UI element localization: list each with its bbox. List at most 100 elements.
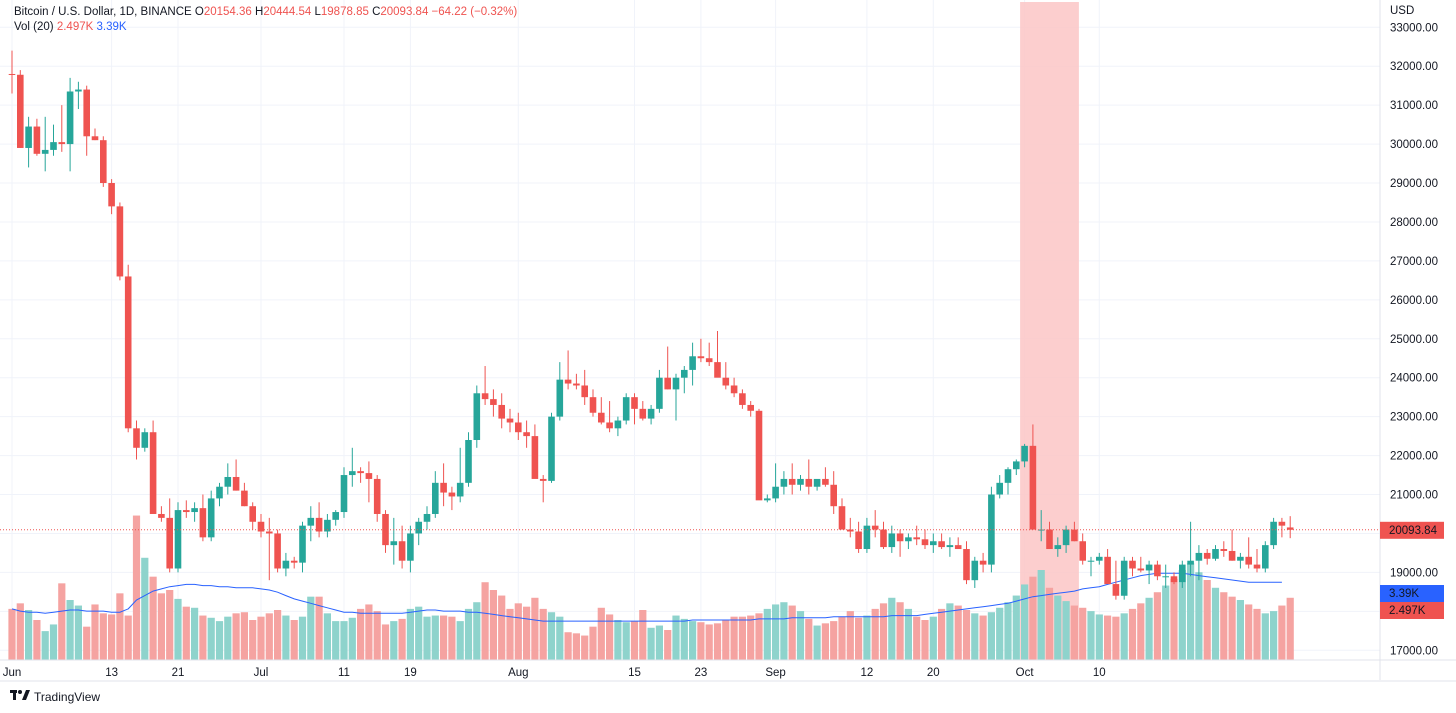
y-tick-label: 30000.00 [1390,139,1438,151]
volume-bar [987,612,995,660]
candle-body [41,149,49,154]
candle-body [1212,549,1219,559]
candle-body [589,397,597,413]
x-tick-label: Jun [3,667,22,679]
volume-bar [1228,596,1236,660]
x-tick-label: 20 [927,667,940,679]
volume-bar [298,616,307,660]
volume-bar [589,626,597,660]
candle-body [598,412,605,423]
volume-bar [913,616,921,660]
y-tick-label: 26000.00 [1390,295,1438,307]
candle-body [83,89,90,137]
volume-bar [1037,570,1045,660]
candle-body [988,494,995,565]
candle-body [75,89,82,92]
candle-body [390,541,398,546]
volume-bar [713,623,722,660]
volume-bar [664,630,672,660]
candle-body [896,533,904,542]
candle-body [448,492,456,497]
volume-bar [423,616,431,660]
candle-body [531,436,539,479]
volume-bar [448,616,456,660]
x-tick-label: 21 [172,667,185,679]
volume-legend: Vol (20) 2.497K 3.39K [14,21,127,33]
candle-body [971,560,979,581]
x-tick-label: Oct [1016,667,1035,679]
volume-bar [680,618,688,660]
volume-bar [149,576,157,660]
candle-body [1203,552,1211,559]
tradingview-logo-icon [10,689,30,704]
tradingview-brand[interactable]: TradingView [10,689,100,704]
high-value: 20444.54 [263,6,312,18]
volume-bar [614,620,622,660]
candle-body [805,478,813,487]
candle-body [58,142,66,145]
y-tick-label: 25000.00 [1390,334,1438,346]
volume-bar [141,557,149,660]
candle-body [1087,560,1095,562]
candle-body [224,476,232,487]
candle-body [232,476,240,491]
volume-bar [1153,592,1161,660]
volume-bar [896,602,904,660]
candle-body [116,206,124,277]
volume-bar [74,605,82,660]
candle-body [1253,564,1261,569]
candle-body [415,521,422,534]
candle-body [1262,545,1269,569]
high-label: H [255,6,264,18]
candle-body [50,142,57,150]
volume-bar [647,627,655,660]
volume-bar [274,610,282,660]
volume-bar [257,616,265,660]
volume-bar [1045,587,1054,660]
volume-bar [1286,597,1294,660]
candle-body [373,478,381,514]
candle-body [631,397,638,409]
candle-body [158,513,165,518]
candle-body [548,416,555,481]
volume-bar [58,583,66,660]
volume-bar [1270,611,1278,660]
volume-bar [1278,605,1286,660]
volume-bar [755,613,763,660]
volume-bar [946,603,954,660]
currency-label: USD [1390,5,1414,17]
volume-bar [464,608,473,660]
y-tick-label: 17000.00 [1390,645,1438,657]
candle-body [1062,529,1070,546]
volume-bar [440,615,448,660]
candle-body [332,512,339,520]
candle-body [315,517,323,532]
x-tick-label: 10 [1093,667,1106,679]
candle-body [647,408,655,419]
candle-body [266,531,273,534]
low-label: L [314,6,321,18]
volume-ma-line [11,572,1282,622]
candle-body [1096,556,1103,561]
volume-bar [514,603,522,660]
candle-body [1013,461,1020,470]
volume-bar [954,605,962,660]
y-tick-label: 28000.00 [1390,217,1438,229]
volume-bar [929,616,937,660]
volume-bar [705,624,713,660]
volume-bar [1128,608,1137,660]
volume-bar [282,615,290,660]
candle-body [1029,445,1037,530]
y-tick-label: 23000.00 [1390,412,1438,424]
volume-bar [498,595,506,660]
candle-body [440,482,447,493]
candle-body [1170,576,1178,583]
volume-bar [1070,605,1078,660]
volume-bar [1120,613,1128,660]
volume-bar [1236,600,1244,660]
volume-bar [581,635,589,660]
candle-body [822,478,829,485]
volume-bar [539,608,547,660]
volume-bar [1095,614,1103,660]
